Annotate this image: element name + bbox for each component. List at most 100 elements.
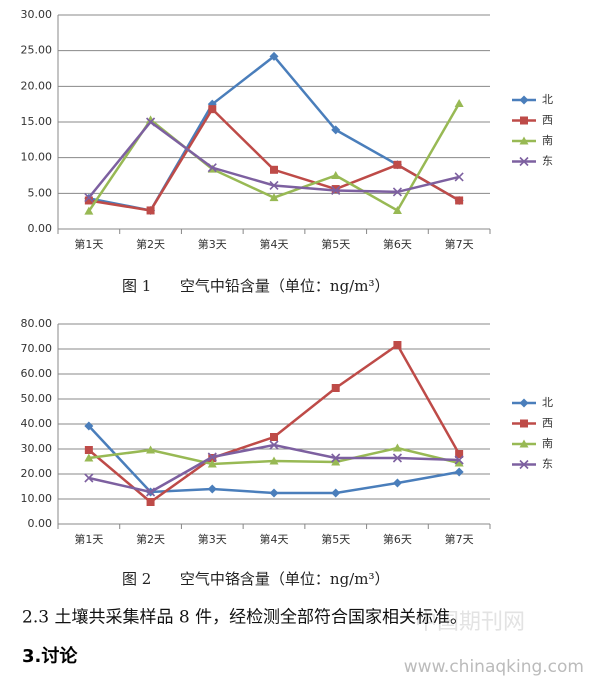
marker: [331, 185, 341, 196]
y-tick-label: 60.00: [21, 367, 53, 380]
y-tick-label: 20.00: [21, 467, 53, 480]
marker: [454, 98, 464, 107]
marker: [269, 51, 279, 61]
marker: [84, 453, 94, 462]
marker: [207, 452, 217, 462]
marker: [331, 171, 341, 179]
series: [84, 443, 464, 468]
legend-label: 北: [542, 93, 553, 106]
y-tick-label: 15.00: [21, 115, 53, 128]
marker: [84, 206, 94, 215]
x-tick-label: 第4天: [260, 532, 289, 546]
marker: [520, 116, 528, 125]
marker: [84, 446, 93, 454]
marker: [269, 193, 279, 202]
marker: [392, 205, 402, 214]
y-tick-label: 80.00: [21, 317, 53, 330]
x-tick-label: 第6天: [383, 532, 412, 546]
marker: [331, 453, 341, 463]
series-line: [88, 54, 460, 212]
marker: [270, 165, 278, 174]
figure-caption: 图 1 空气中铅含量（单位：ng/m³）: [122, 277, 389, 295]
marker: [207, 459, 217, 468]
watermark-url: www.chinaqking.com: [404, 657, 584, 677]
x-tick-label: 第1天: [74, 532, 103, 546]
marker: [454, 458, 464, 467]
marker: [331, 125, 341, 135]
marker: [331, 384, 340, 392]
marker: [331, 488, 341, 498]
marker: [270, 433, 278, 441]
series: [84, 105, 464, 215]
y-tick-label: 30.00: [21, 8, 53, 21]
y-tick-label: 30.00: [21, 442, 53, 455]
x-tick-label: 第6天: [383, 237, 412, 251]
marker: [269, 488, 279, 498]
marker: [393, 160, 402, 169]
marker: [146, 487, 156, 497]
marker: [269, 180, 279, 191]
marker: [392, 443, 402, 452]
x-tick-label: 第4天: [260, 237, 289, 251]
legend-label: 南: [542, 437, 553, 450]
x-tick-label: 第7天: [445, 532, 474, 546]
x-tick-label: 第1天: [74, 237, 103, 251]
y-tick-label: 40.00: [21, 417, 53, 430]
marker: [520, 419, 528, 428]
marker: [146, 117, 156, 127]
marker: [519, 439, 529, 448]
y-tick-label: 20.00: [21, 79, 53, 92]
marker: [519, 156, 529, 167]
marker: [392, 453, 402, 463]
marker: [84, 473, 94, 483]
y-tick-label: 70.00: [21, 342, 53, 355]
legend-label: 北: [542, 396, 553, 409]
figure-caption: 图 2 空气中铬含量（单位：ng/m³）: [122, 570, 389, 588]
y-tick-label: 50.00: [21, 392, 53, 405]
legend-label: 东: [542, 155, 553, 168]
marker: [208, 105, 217, 114]
marker: [207, 484, 217, 494]
y-tick-label: 25.00: [21, 44, 53, 57]
marker: [331, 185, 340, 194]
marker: [455, 196, 464, 205]
marker: [146, 115, 156, 124]
marker: [207, 163, 217, 173]
x-tick-label: 第5天: [321, 237, 350, 251]
paragraph: 2.3 土壤共采集样品 8 件，经检测全部符合国家相关标准。: [22, 607, 467, 628]
y-tick-label: 0.00: [28, 222, 53, 235]
marker: [393, 341, 402, 349]
x-tick-label: 第7天: [445, 237, 474, 251]
marker: [454, 455, 464, 465]
marker: [146, 445, 156, 454]
watermark-cn: 中国期刊网: [415, 610, 525, 635]
x-tick-label: 第5天: [321, 532, 350, 546]
x-tick-label: 第3天: [198, 532, 227, 546]
marker: [84, 193, 94, 203]
series: [84, 98, 464, 215]
y-tick-label: 10.00: [21, 492, 53, 505]
x-tick-label: 第2天: [136, 532, 165, 546]
legend-label: 南: [542, 134, 553, 147]
marker: [454, 172, 464, 182]
legend-label: 西: [542, 114, 553, 127]
marker: [519, 459, 529, 470]
marker: [269, 456, 279, 465]
y-tick-label: 0.00: [28, 517, 53, 530]
marker: [392, 478, 402, 488]
series: [84, 440, 464, 497]
marker: [331, 457, 341, 466]
series: [84, 117, 464, 203]
legend-label: 西: [542, 417, 553, 430]
marker: [269, 440, 279, 450]
section-heading: 3.讨论: [22, 645, 78, 667]
marker: [455, 450, 464, 458]
marker: [146, 206, 155, 215]
marker: [392, 187, 402, 197]
y-tick-label: 10.00: [21, 151, 53, 164]
marker: [519, 136, 529, 145]
marker: [146, 498, 155, 506]
legend-label: 东: [542, 458, 553, 471]
